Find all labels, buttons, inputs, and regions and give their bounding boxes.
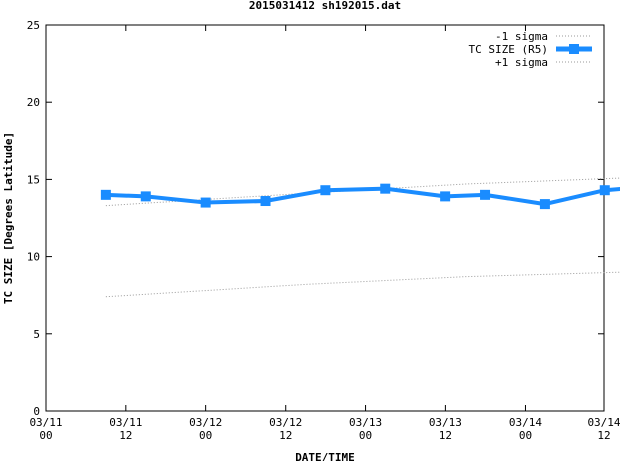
y-tick-label: 5 (33, 328, 40, 341)
tc-size-point (140, 191, 151, 202)
sigma-line (105, 271, 620, 298)
tc-size-point (599, 185, 610, 196)
x-tick-label-date: 03/13 (429, 416, 462, 429)
x-tick-label-date: 03/12 (269, 416, 302, 429)
series-layer (100, 177, 620, 298)
y-tick-label: 10 (27, 251, 40, 264)
legend-swatch-marker (569, 44, 579, 54)
y-tick-label: 0 (33, 405, 40, 418)
tc-size-point (539, 199, 550, 210)
x-tick-label-hour: 12 (597, 429, 610, 442)
legend-label: +1 sigma (495, 56, 548, 69)
tc-size-point (260, 196, 271, 207)
x-tick-label-hour: 00 (39, 429, 52, 442)
x-tick-label-hour: 00 (199, 429, 212, 442)
x-tick-label-hour: 00 (519, 429, 532, 442)
legend-label: TC SIZE (R5) (469, 43, 548, 56)
y-axis: 0 5 10 15 20 25 (27, 19, 604, 418)
y-tick-label: 15 (27, 173, 40, 186)
y-tick-label: 20 (27, 96, 40, 109)
tc-size-line (105, 186, 620, 207)
x-axis-label: DATE/TIME (295, 451, 355, 461)
tc-size-point (440, 191, 451, 202)
x-tick-label-date: 03/14 (509, 416, 542, 429)
x-tick-label-date: 03/11 (109, 416, 142, 429)
x-tick-label-date: 03/13 (349, 416, 382, 429)
tc-size-point (480, 189, 491, 200)
tc-size-point (320, 185, 331, 196)
legend-label: -1 sigma (495, 30, 548, 43)
x-tick-label-hour: 00 (359, 429, 372, 442)
x-tick-label-hour: 12 (279, 429, 292, 442)
x-tick-label-hour: 12 (119, 429, 132, 442)
x-tick-label-date: 03/14 (587, 416, 620, 429)
tc-size-point (380, 183, 391, 194)
x-tick-label-date: 03/12 (189, 416, 222, 429)
x-tick-label-hour: 12 (439, 429, 452, 442)
y-axis-label: TC SIZE [Degrees Latitude] (2, 132, 15, 304)
plot-frame (45, 24, 605, 412)
y-tick-label: 25 (27, 19, 40, 32)
tc-size-point (200, 197, 211, 208)
tc-size-point (100, 189, 111, 200)
x-tick-label-date: 03/11 (29, 416, 62, 429)
x-axis: 03/110003/111203/120003/121203/130003/13… (29, 25, 620, 442)
chart-title: 2015031412 sh192015.dat (249, 0, 401, 12)
